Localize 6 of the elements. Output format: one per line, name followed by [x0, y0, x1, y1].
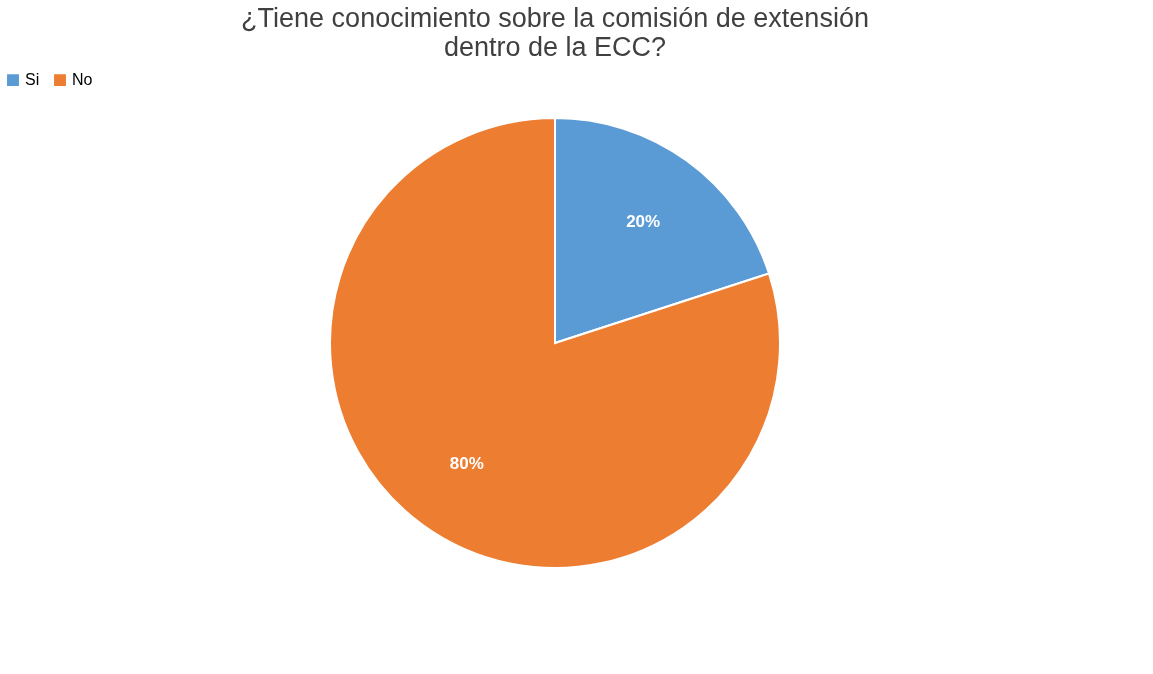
data-label: 80% [449, 454, 484, 474]
legend-label: No [72, 71, 93, 89]
chart-title: ¿Tiene conocimiento sobre la comisión de extensión dentro de la ECC? [241, 3, 869, 62]
pie-slice [329, 117, 781, 569]
legend-label: Si [25, 71, 40, 89]
data-label: 20% [626, 211, 661, 231]
